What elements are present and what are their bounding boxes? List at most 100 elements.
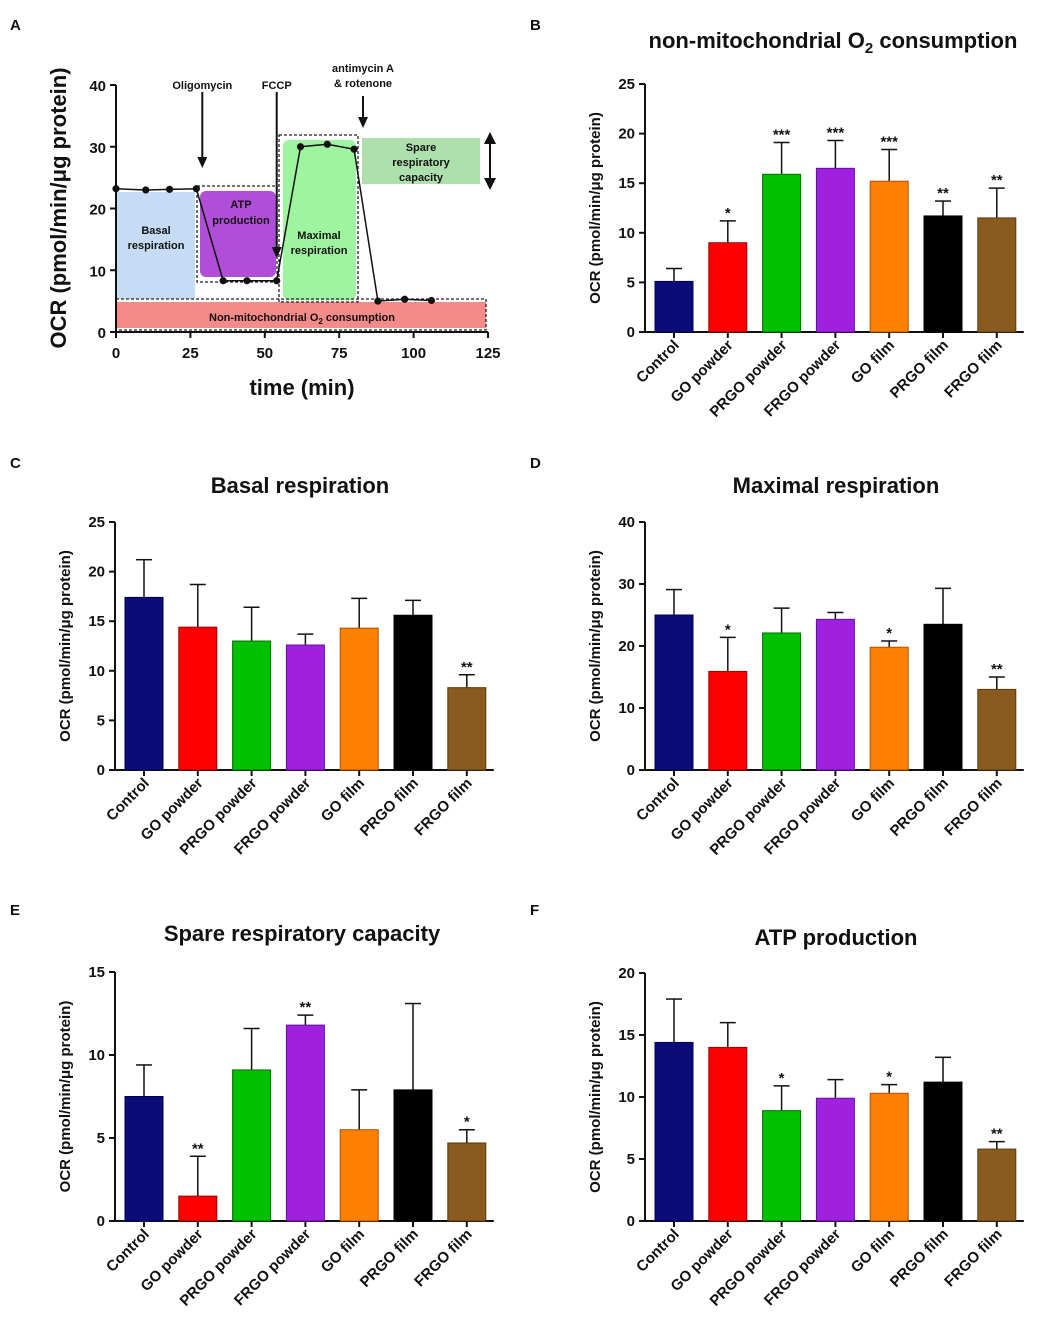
maximal-respiration-region bbox=[283, 140, 356, 300]
x-tick-label: 25 bbox=[182, 345, 199, 362]
category-label: FRGO film bbox=[411, 1226, 475, 1290]
bar-control bbox=[124, 1096, 164, 1222]
chart-title: Maximal respiration bbox=[733, 473, 940, 498]
category-label: FRGO film bbox=[411, 775, 475, 839]
bar-go-film bbox=[339, 1129, 379, 1222]
y-tick-label: 0 bbox=[97, 1213, 105, 1230]
y-tick-label: 20 bbox=[89, 202, 106, 219]
y-tick-label: 40 bbox=[618, 514, 635, 531]
y-tick-label: 10 bbox=[618, 225, 635, 242]
significance-marker: ** bbox=[991, 661, 1003, 678]
atp-production-region bbox=[200, 191, 276, 277]
chart-D: Maximal respiration OCR (pmol/min/μg prot… bbox=[587, 473, 1024, 859]
category-label: GO film bbox=[848, 337, 898, 387]
category-label: GO film bbox=[318, 1226, 368, 1276]
bar-control bbox=[124, 596, 164, 771]
bar-frgo-powder bbox=[815, 618, 855, 771]
ocr-point bbox=[374, 297, 382, 305]
significance-marker: ** bbox=[937, 185, 949, 202]
ocr-point bbox=[192, 185, 200, 193]
y-tick-label: 20 bbox=[88, 564, 105, 581]
x-tick-label: 100 bbox=[401, 345, 426, 362]
y-tick-label: 25 bbox=[88, 514, 105, 531]
bar-prgo-powder bbox=[232, 1069, 272, 1222]
basal-label: respiration bbox=[128, 240, 185, 252]
y-tick-label: 0 bbox=[627, 324, 635, 341]
y-axis-label: OCR (pmol/min/μg protein) bbox=[57, 1001, 74, 1193]
bar-go-film bbox=[869, 180, 909, 333]
injection-label: Oligomycin bbox=[172, 80, 232, 92]
ocr-point bbox=[273, 277, 281, 285]
x-tick-label: 0 bbox=[112, 345, 120, 362]
x-axis-label: time (min) bbox=[249, 375, 354, 400]
spare-label: Spare bbox=[406, 142, 437, 154]
bar-prgo-film bbox=[923, 215, 963, 333]
bar-go-film bbox=[869, 646, 909, 771]
significance-marker: *** bbox=[827, 125, 845, 142]
panel-label-A: A bbox=[10, 17, 21, 34]
y-tick-label: 15 bbox=[618, 1027, 635, 1044]
arrow-head bbox=[271, 247, 282, 258]
y-tick-label: 15 bbox=[88, 613, 105, 630]
category-label: FRGO film bbox=[941, 337, 1005, 401]
y-axis-label: OCR (pmol/min/μg protein) bbox=[587, 1001, 604, 1193]
ocr-point bbox=[165, 185, 174, 193]
category-label: Control bbox=[633, 775, 683, 825]
chart-title: Basal respiration bbox=[211, 473, 390, 498]
significance-marker: ** bbox=[192, 1140, 204, 1157]
chart-title: Spare respiratory capacity bbox=[164, 921, 441, 946]
bar-control bbox=[654, 1041, 694, 1222]
category-label: GO film bbox=[848, 775, 898, 825]
arrow-head bbox=[484, 178, 496, 190]
category-label: FRGO film bbox=[941, 1226, 1005, 1290]
bar-go-powder bbox=[708, 670, 748, 771]
category-label: PRGO film bbox=[887, 337, 952, 402]
bar-go-film bbox=[339, 627, 379, 771]
bar-prgo-film bbox=[923, 1081, 963, 1222]
category-label: Control bbox=[103, 775, 153, 825]
spare-capacity-region bbox=[362, 138, 480, 184]
arrow-head bbox=[358, 117, 369, 128]
bar-frgo-film bbox=[447, 1142, 487, 1222]
maximal-outline bbox=[278, 134, 359, 303]
category-label: PRGO film bbox=[887, 775, 952, 840]
non-mito-label: Non-mitochondrial O2 consumption bbox=[209, 312, 395, 326]
y-tick-label: 5 bbox=[627, 1151, 635, 1168]
chart-B: non-mitochondrial O2 consumption OCR (pmo… bbox=[587, 28, 1024, 421]
arrow-head bbox=[484, 132, 496, 144]
y-tick-label: 20 bbox=[618, 126, 635, 143]
spare-label: capacity bbox=[399, 172, 444, 184]
x-tick-label: 75 bbox=[331, 345, 348, 362]
ocr-point bbox=[427, 296, 436, 305]
chart-title: ATP production bbox=[755, 925, 918, 950]
ocr-point bbox=[296, 143, 305, 151]
significance-marker: * bbox=[725, 205, 731, 222]
chart-title: non-mitochondrial O2 consumption bbox=[649, 28, 1018, 57]
injection-label: antimycin A bbox=[332, 63, 394, 75]
significance-marker: ** bbox=[461, 659, 473, 676]
category-label: PRGO film bbox=[357, 1226, 422, 1291]
arrow-head bbox=[197, 157, 208, 168]
chart-E: Spare respiratory capacity OCR (pmol/min/… bbox=[57, 921, 494, 1310]
category-label: GO film bbox=[318, 775, 368, 825]
y-tick-label: 10 bbox=[89, 263, 106, 280]
significance-marker: ** bbox=[300, 999, 312, 1016]
panel-label-E: E bbox=[10, 902, 20, 919]
ocr-point bbox=[142, 186, 150, 194]
bar-prgo-powder bbox=[762, 1110, 802, 1222]
y-tick-label: 15 bbox=[88, 964, 105, 981]
maximal-label: respiration bbox=[291, 245, 348, 257]
ocr-point bbox=[219, 277, 227, 285]
bar-control bbox=[654, 614, 694, 771]
ocr-point bbox=[243, 277, 251, 285]
significance-marker: * bbox=[725, 621, 731, 638]
bar-frgo-powder bbox=[815, 1097, 855, 1222]
panel-label-D: D bbox=[530, 455, 541, 472]
bar-frgo-film bbox=[977, 217, 1017, 333]
basal-label: Basal bbox=[141, 225, 170, 237]
significance-marker: *** bbox=[773, 127, 791, 144]
ocr-point bbox=[323, 140, 331, 148]
atp-label: production bbox=[212, 215, 270, 227]
bar-prgo-film bbox=[393, 1089, 433, 1222]
